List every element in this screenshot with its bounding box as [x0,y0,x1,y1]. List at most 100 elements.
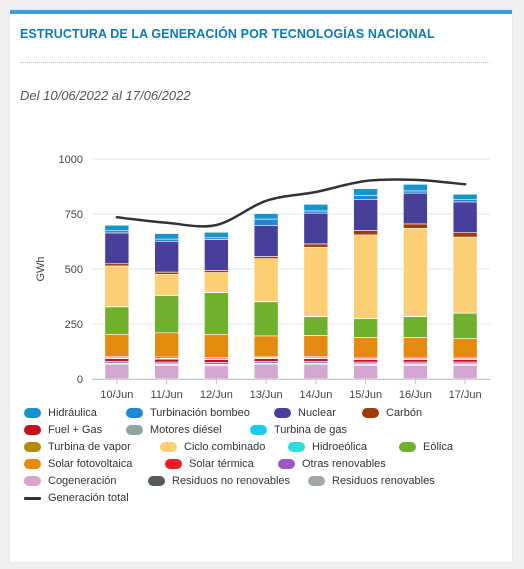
bar-segment [303,335,329,357]
legend-swatch [399,442,416,452]
legend-label: Turbina de gas [274,424,347,436]
bar-segment [452,359,478,363]
bar-segment [204,292,229,335]
bar-segment [452,365,478,380]
legend-label: Hidroeólica [312,441,368,453]
legend-swatch [160,442,177,452]
legend-label: Eólica [423,441,453,453]
bar-segment [253,218,279,226]
bar-segment [452,312,478,339]
legend-label: Ciclo combinado [184,441,266,453]
y-tick-label: 500 [65,264,83,276]
bar-segment [154,271,179,275]
y-tick-label: 1000 [59,154,83,166]
bar-segment [154,233,179,240]
legend-label: Nuclear [298,407,336,419]
bar-segment [403,223,428,229]
bar-segment [353,337,378,358]
legend-label: Otras renovables [302,458,386,470]
bar-segment [303,246,329,317]
bar-segment [353,318,378,338]
bar-segment [104,334,130,357]
bar-segment [253,256,279,259]
legend-label: Solar fotovoltaica [48,458,133,470]
bar-segment [104,230,130,234]
bar-segment [303,204,329,212]
bar-segment [403,337,428,358]
legend-label: Carbón [386,407,423,419]
bar-segment [154,240,179,273]
bar-segment [303,364,329,380]
bar-segment [253,335,279,358]
bar-segment [104,224,130,232]
bar-segment [452,193,478,200]
legend-label: Hidráulica [48,407,97,419]
legend-swatch [278,459,295,469]
legend-label: Fuel + Gas [48,424,103,436]
bar-segment [353,234,378,319]
bar-segment [403,359,428,363]
bar-segment [403,365,428,380]
bar-segment [253,258,279,302]
bar-segment [452,236,478,314]
legend-label: Turbina de vapor [48,441,131,453]
legend-swatch [24,442,41,452]
x-tick-label: 12/Jun [200,389,233,401]
legend-label: Residuos no renovables [172,475,291,487]
legend-line-swatch [24,497,41,500]
bar-segment [452,199,478,203]
legend-swatch [165,459,182,469]
legend-label: Generación total [48,492,129,504]
bar-segment [154,238,179,242]
legend-swatch [126,408,143,418]
legend-swatch [308,476,325,486]
bar-segment [452,232,478,238]
bar-segment [204,272,229,293]
bar-segment [204,270,229,273]
bar-segment [104,364,130,380]
legend-label: Cogeneración [48,475,117,487]
x-tick-label: 13/Jun [250,389,283,401]
bar-segment [403,184,428,192]
bar-segment [403,228,428,317]
bar-segment [154,332,179,358]
bar-segment [253,225,279,257]
x-tick-label: 11/Jun [151,389,183,401]
y-tick-label: 0 [77,374,83,386]
bar-segment [204,365,229,380]
bar-segment [353,188,378,196]
bar-segment [154,273,179,296]
y-axis-label: GWh [35,256,47,281]
bar-segment [154,295,179,334]
legend-swatch [24,425,41,435]
bar-segment [353,199,378,231]
legend-label: Solar térmica [189,458,254,470]
bar-segment [253,364,279,380]
x-tick-label: 16/Jun [399,389,432,401]
x-tick-label: 15/Jun [349,389,382,401]
legend-label: Motores diésel [150,424,222,436]
legend-swatch [24,459,41,469]
legend-swatch [288,442,305,452]
bar-segment [403,192,428,225]
bar-segment [204,231,229,239]
legend-label: Turbinación bombeo [150,407,250,419]
x-tick-label: 14/Jun [299,389,332,401]
bar-segment [204,239,229,271]
bar-segment [104,306,130,335]
x-tick-label: 10/Jun [100,389,133,401]
bar-segment [353,230,378,236]
x-tick-label: 17/Jun [449,389,482,401]
bar-segment [154,365,179,380]
bar-segment [303,316,329,336]
bar-segment [452,338,478,358]
bar-segment [303,212,329,245]
legend-swatch [24,408,41,418]
bar-segment [353,365,378,380]
bar-segment [104,263,130,267]
total-generation-line [115,178,467,228]
bar-segment [204,359,229,363]
bar-segment [452,201,478,233]
legend-swatch [126,425,143,435]
